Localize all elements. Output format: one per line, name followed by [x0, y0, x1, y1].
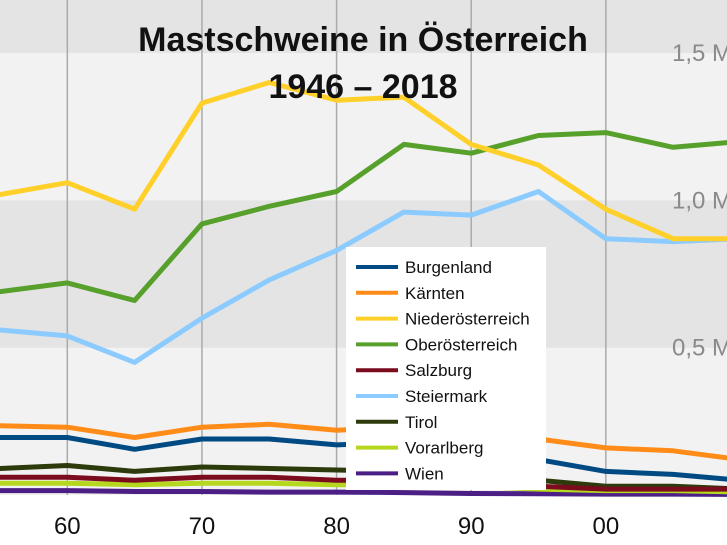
y-tick-label: 0,5 Mio. [672, 335, 727, 362]
chart-title-block: Mastschweine in Österreich 1946 – 2018 [138, 21, 588, 106]
chart-subtitle: 1946 – 2018 [268, 68, 457, 106]
x-tick-label: 80 [323, 513, 350, 540]
legend-label: Burgenland [405, 258, 492, 277]
legend-label: Wien [405, 464, 444, 483]
legend: Burgenland Kärnten Niederösterreich Oberöst… [346, 247, 546, 490]
x-tick-label: 70 [189, 513, 216, 540]
legend-label: Tirol [405, 413, 437, 432]
chart-title: Mastschweine in Österreich [138, 21, 588, 59]
x-axis-band [0, 495, 727, 545]
legend-label: Steiermark [405, 387, 488, 406]
legend-label: Kärnten [405, 284, 465, 303]
x-tick-label: 60 [54, 513, 81, 540]
y-tick-label: 1,0 Mio. [672, 187, 727, 214]
x-tick-label: 90 [458, 513, 485, 540]
x-tick-label: 00 [592, 513, 619, 540]
legend-label: Vorarlberg [405, 439, 483, 458]
legend-label: Oberösterreich [405, 335, 517, 354]
series-line-niederösterreich [0, 80, 727, 242]
series-line-oberösterreich [0, 130, 727, 303]
x-axis-ticks: 607080900010 [54, 513, 619, 540]
series-line-steiermark [0, 189, 727, 365]
legend-label: Salzburg [405, 361, 472, 380]
series-line-wien [0, 488, 727, 497]
legend-label: Niederösterreich [405, 310, 530, 329]
y-axis-ticks: 0,5 Mio. 1,0 Mio. 1,5 Mio. [672, 40, 727, 362]
y-tick-label: 1,5 Mio. [672, 40, 727, 67]
